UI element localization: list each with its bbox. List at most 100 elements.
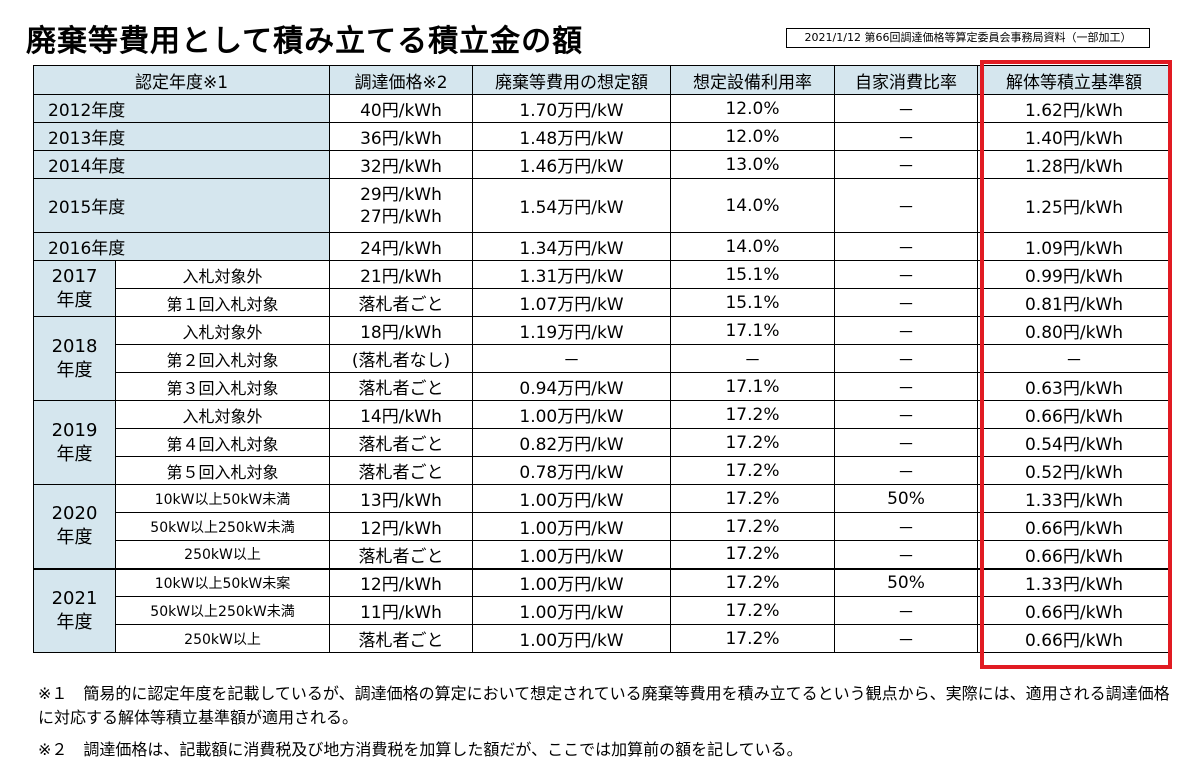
sub-cell: 第５回入札対象 [115,456,330,485]
header-util: 想定設備利用率 [670,65,835,95]
util-cell: 15.1% [670,288,835,317]
sub-cell: 入札対象外 [115,316,330,345]
price-cell: 32円/kWh [329,150,473,179]
header-base: 解体等積立基準額 [977,65,1171,95]
price-cell: 18円/kWh [329,316,473,345]
util-cell: 17.2% [670,400,835,429]
sub-cell: 250kW以上 [115,540,330,569]
cost-cell: － [472,344,671,373]
base-cell: 1.25円/kWh [977,178,1171,233]
table-row: 2014年度 32円/kWh 1.46万円/kW 13.0% － 1.28円/k… [33,150,1171,179]
util-cell: － [670,344,835,373]
base-cell: 0.52円/kWh [977,456,1171,485]
self-cell: 50% [834,567,978,597]
base-cell: 0.81円/kWh [977,288,1171,317]
price-cell: 40円/kWh [329,94,473,123]
table-row: 第２回入札対象 (落札者なし) － － － － [34,344,1171,373]
price-cell: 24円/kWh [329,232,473,261]
base-cell: 0.54円/kWh [977,428,1171,457]
price-cell: 29円/kWh 27円/kWh [329,178,473,233]
table-row: 2017 年度 入札対象外 21円/kWh 1.31万円/kW 15.1% － … [33,260,1171,317]
cost-cell: 0.82万円/kW [472,428,671,457]
base-cell: 0.99円/kWh [977,260,1171,289]
util-cell: 14.0% [670,178,835,233]
util-cell: 17.2% [670,596,835,625]
cost-cell: 1.00万円/kW [472,624,671,653]
cost-cell: 1.31万円/kW [472,260,671,289]
table-row: 2020 年度 10kW以上50kW未満 13円/kWh 1.00万円/kW 1… [33,484,1171,569]
util-cell: 17.1% [670,372,835,401]
util-cell: 17.2% [670,512,835,541]
table-row: 2016年度 24円/kWh 1.34万円/kW 14.0% － 1.09円/k… [33,232,1171,261]
self-cell: 50% [834,484,978,513]
sub-cell: 入札対象外 [115,400,330,429]
self-cell: － [834,596,978,625]
cost-cell: 1.70万円/kW [472,94,671,123]
header-price: 調達価格※2 [329,65,473,95]
self-cell: － [834,372,978,401]
self-cell: － [834,540,978,569]
self-cell: － [834,178,978,233]
base-cell: 1.62円/kWh [977,94,1171,123]
sub-cell: 第３回入札対象 [115,372,330,401]
table-row: 250kW以上 落札者ごと 1.00万円/kW 17.2% － 0.66円/kW… [34,624,1171,653]
table-row: 250kW以上 落札者ごと 1.00万円/kW 17.2% － 0.66円/kW… [34,540,1171,569]
self-cell: － [834,624,978,653]
base-cell: 1.28円/kWh [977,150,1171,179]
util-cell: 12.0% [670,94,835,123]
cost-cell: 1.00万円/kW [472,596,671,625]
footnote-2: ※２ 調達価格は、記載額に消費税及び地方消費税を加算した額だが、ここでは加算前の… [38,740,803,759]
price-cell: 11円/kWh [329,596,473,625]
util-cell: 17.2% [670,624,835,653]
year-cell: 2014年度 [33,150,330,179]
table-row: 50kW以上250kW未満 11円/kWh 1.00万円/kW 17.2% － … [34,596,1171,625]
cost-cell: 1.00万円/kW [472,512,671,541]
util-cell: 17.2% [670,428,835,457]
table-row: 2015年度 29円/kWh 27円/kWh 1.54万円/kW 14.0% －… [33,178,1171,233]
sub-cell: 50kW以上250kW未満 [115,596,330,625]
year-cell: 2012年度 [33,94,330,123]
page-title: 廃棄等費用として積み立てる積立金の額 [26,24,584,59]
year-cell: 2015年度 [33,178,330,233]
table-row: 50kW以上250kW未満 12円/kWh 1.00万円/kW 17.2% － … [34,512,1171,541]
sub-cell: 入札対象外 [115,260,330,289]
table-row: 2021 年度 10kW以上50kW未案 12円/kWh 1.00万円/kW 1… [33,567,1171,653]
base-cell: － [977,344,1171,373]
table-row: 2013年度 36円/kWh 1.48万円/kW 12.0% － 1.40円/k… [33,122,1171,151]
sub-cell: 10kW以上50kW未満 [115,484,330,513]
table-row: 第４回入札対象 落札者ごと 0.82万円/kW 17.2% － 0.54円/kW… [34,428,1171,457]
year-cell: 2016年度 [33,232,330,261]
base-cell: 0.80円/kWh [977,316,1171,345]
sub-cell: 10kW以上50kW未案 [115,567,330,597]
self-cell: － [834,344,978,373]
table-header-row: 認定年度※1 調達価格※2 廃棄等費用の想定額 想定設備利用率 自家消費比率 解… [33,65,1171,95]
self-cell: － [834,456,978,485]
price-cell: 21円/kWh [329,260,473,289]
sub-cell: 50kW以上250kW未満 [115,512,330,541]
year-group-2019: 2019 年度 [33,400,116,485]
year-group-2018: 2018 年度 [33,316,116,401]
footnote-1: ※１ 簡易的に認定年度を記載しているが、調達価格の算定において想定されている廃棄… [38,684,1170,727]
self-cell: － [834,260,978,289]
base-cell: 1.33円/kWh [977,567,1171,597]
self-cell: － [834,316,978,345]
year-cell: 2013年度 [33,122,330,151]
sub-cell: 第４回入札対象 [115,428,330,457]
header-cost: 廃棄等費用の想定額 [472,65,671,95]
self-cell: － [834,122,978,151]
price-cell: 落札者ごと [329,540,473,569]
cost-cell: 0.78万円/kW [472,456,671,485]
cost-cell: 1.07万円/kW [472,288,671,317]
price-cell: 36円/kWh [329,122,473,151]
sub-cell: 第２回入札対象 [115,344,330,373]
price-cell: (落札者なし) [329,344,473,373]
cost-cell: 1.00万円/kW [472,484,671,513]
base-cell: 1.09円/kWh [977,232,1171,261]
util-cell: 13.0% [670,150,835,179]
price-cell: 落札者ごと [329,372,473,401]
util-cell: 17.2% [670,484,835,513]
util-cell: 17.1% [670,316,835,345]
sub-cell: 250kW以上 [115,624,330,653]
base-cell: 0.66円/kWh [977,540,1171,569]
price-cell: 14円/kWh [329,400,473,429]
